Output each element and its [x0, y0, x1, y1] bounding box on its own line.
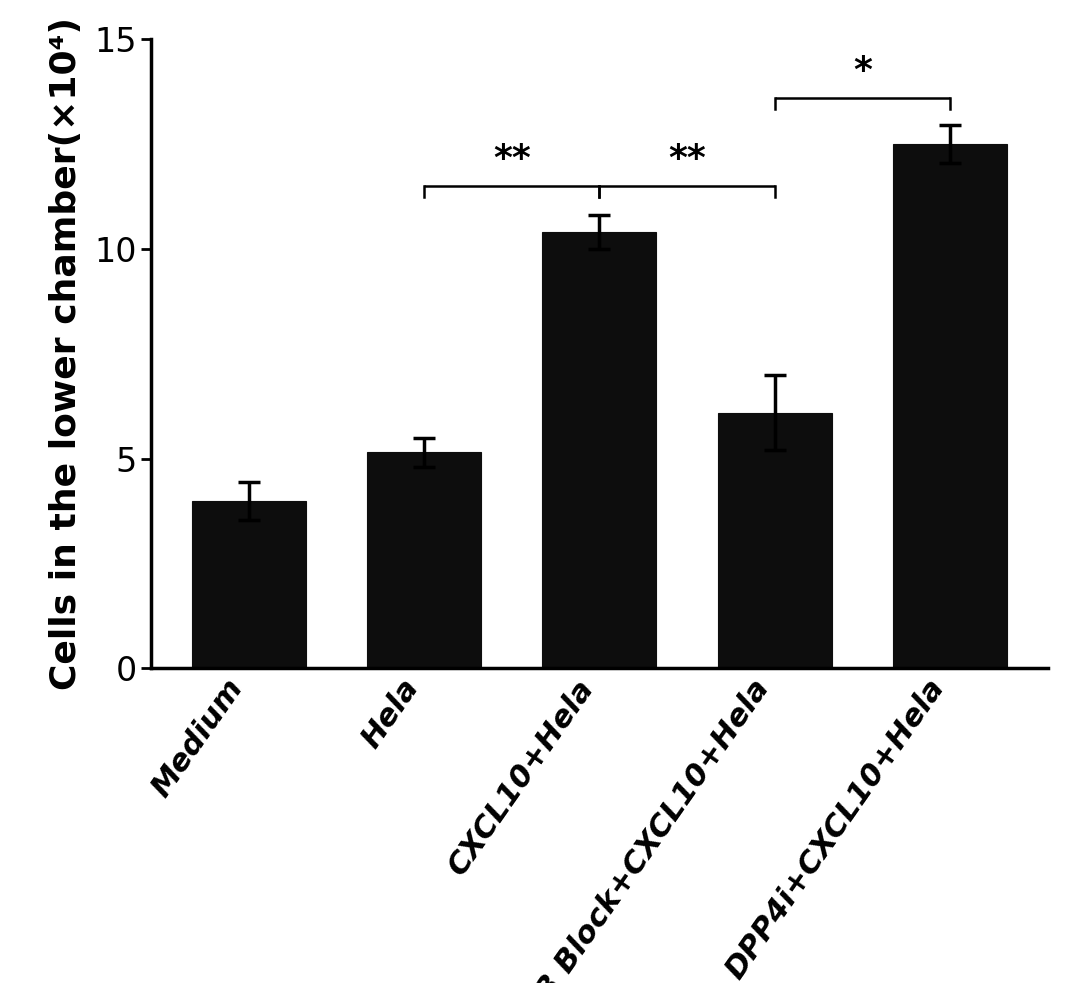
Text: **: ** — [669, 142, 706, 176]
Bar — [192, 500, 306, 668]
Bar — [542, 232, 657, 668]
Text: **: ** — [492, 142, 530, 176]
Bar — [367, 452, 481, 668]
Text: *: * — [853, 53, 872, 87]
Y-axis label: Cells in the lower chamber(×10⁴): Cells in the lower chamber(×10⁴) — [49, 18, 83, 690]
Bar — [893, 145, 1007, 668]
Bar — [718, 413, 832, 668]
